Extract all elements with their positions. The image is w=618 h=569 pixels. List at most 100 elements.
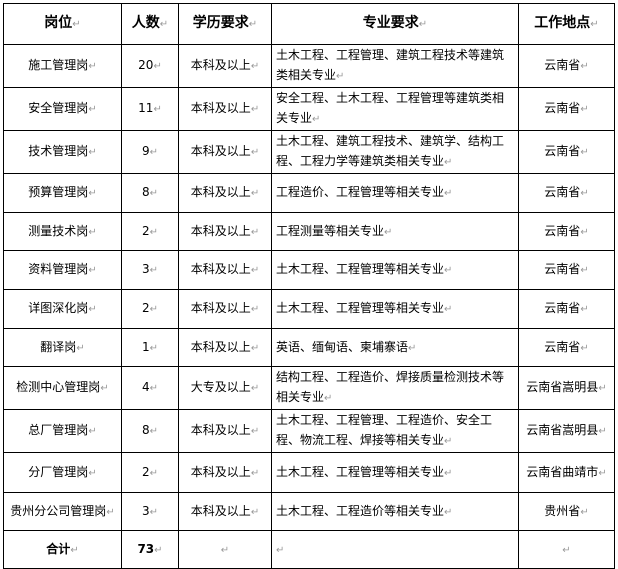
cell-education: 本科及以上 (178, 130, 272, 174)
cell-location: 云南省嵩明县 (518, 409, 615, 453)
position-text: 贵州分公司管理岗 (10, 503, 107, 518)
count-text: 2 (141, 223, 150, 238)
major-text: 土木工程、工程管理等相关专业 (276, 301, 445, 315)
cell-major: 土木工程、建筑工程技术、建筑学、结构工程、工程力学等建筑类相关专业 (271, 130, 519, 174)
table-row: 安全管理岗 11 本科及以上 安全工程、土木工程、工程管理等建筑类相关专业 云南省 (3, 87, 615, 131)
location-text: 贵州省 (544, 503, 581, 518)
cell-count: 11 (121, 87, 179, 131)
position-text: 详图深化岗 (28, 301, 89, 315)
major-text: 安全工程、土木工程、工程管理等建筑类相关专业 (276, 91, 505, 125)
cell-major: 土木工程、工程管理等相关专业 (271, 250, 519, 290)
cell-count: 3 (121, 250, 179, 290)
location-text: 云南省 (544, 101, 581, 115)
cell-position: 贵州分公司管理岗 (3, 492, 122, 531)
major-text: 结构工程、工程造价、焊接质量检测技术等相关专业 (276, 370, 505, 404)
cell-count: 20 (121, 44, 179, 88)
major-text: 英语、缅甸语、柬埔寨语 (276, 339, 409, 354)
table-row: 施工管理岗 20 本科及以上 土木工程、工程管理、建筑工程技术等建筑类相关专业 云南省 (3, 44, 615, 88)
header-education: 学历要求 (178, 3, 272, 45)
education-text: 大专及以上 (190, 380, 251, 394)
header-text: 专业要求 (362, 15, 419, 31)
cell-major: 土木工程、工程管理、建筑工程技术等建筑类相关专业 (271, 44, 519, 88)
education-text: 本科及以上 (190, 58, 251, 72)
position-text: 安全管理岗 (28, 101, 89, 115)
cell-position: 安全管理岗 (3, 87, 122, 131)
location-text: 云南省 (544, 301, 581, 315)
location-text: 云南省 (544, 262, 581, 276)
cell-education: 本科及以上 (178, 250, 272, 290)
cell-location: 云南省 (518, 44, 615, 88)
cell-location: 云南省 (518, 250, 615, 290)
cell-position: 检测中心管理岗 (3, 366, 122, 410)
position-text: 技术管理岗 (28, 144, 89, 158)
cell-education: 本科及以上 (178, 44, 272, 88)
cell-education: 大专及以上 (178, 366, 272, 410)
cell-education: 本科及以上 (178, 87, 272, 131)
recruitment-table: 岗位 人数 学历要求 专业要求 工作地点 施工管理岗20本科及以上土木工程、工程… (3, 3, 615, 569)
total-education (178, 530, 272, 569)
education-text: 本科及以上 (190, 503, 251, 518)
education-text: 本科及以上 (190, 223, 251, 238)
location-text: 云南省 (544, 144, 581, 158)
table-row: 资料管理岗 3 本科及以上 土木工程、工程管理等相关专业 云南省 (3, 250, 615, 290)
cell-count: 1 (121, 328, 179, 367)
cell-count: 3 (121, 492, 179, 531)
cell-education: 本科及以上 (178, 492, 272, 531)
education-text: 本科及以上 (190, 423, 251, 437)
cell-major: 土木工程、工程造价等相关专业 (271, 492, 519, 531)
position-text: 翻译岗 (40, 339, 77, 354)
cell-education: 本科及以上 (178, 409, 272, 453)
count-text: 3 (141, 503, 150, 518)
table-row: 总厂管理岗 8 本科及以上 土木工程、工程管理、工程造价、安全工程、物流工程、焊接等相… (3, 409, 615, 453)
header-location: 工作地点 (518, 3, 615, 45)
header-text: 工作地点 (534, 15, 591, 31)
location-text: 云南省 (544, 185, 581, 199)
location-text: 云南省嵩明县 (526, 423, 599, 437)
major-text: 土木工程、建筑工程技术、建筑学、结构工程、工程力学等建筑类相关专业 (276, 134, 505, 168)
count-text: 8 (141, 423, 150, 437)
major-text: 工程造价、工程管理等相关专业 (276, 185, 445, 199)
position-text: 施工管理岗 (28, 58, 89, 72)
header-major: 专业要求 (271, 3, 519, 45)
cell-education: 本科及以上 (178, 289, 272, 329)
table-header-row: 岗位 人数 学历要求 专业要求 工作地点 (3, 3, 615, 45)
cell-major: 土木工程、工程管理等相关专业 (271, 452, 519, 493)
table-row: 翻译岗 1 本科及以上 英语、缅甸语、柬埔寨语 云南省 (3, 328, 615, 367)
cell-position: 详图深化岗 (3, 289, 122, 329)
cell-position: 总厂管理岗 (3, 409, 122, 453)
table-row: 技术管理岗 9 本科及以上 土木工程、建筑工程技术、建筑学、结构工程、工程力学等建筑类… (3, 130, 615, 174)
header-text: 学历要求 (192, 15, 249, 31)
major-text: 土木工程、工程造价等相关专业 (276, 503, 445, 518)
total-label-text: 合计 (46, 541, 71, 556)
cell-location: 贵州省 (518, 492, 615, 531)
position-text: 预算管理岗 (28, 185, 89, 199)
count-text: 11 (138, 101, 154, 115)
cell-education: 本科及以上 (178, 212, 272, 251)
education-text: 本科及以上 (190, 101, 251, 115)
cell-major: 工程造价、工程管理等相关专业 (271, 173, 519, 213)
cell-major: 英语、缅甸语、柬埔寨语 (271, 328, 519, 367)
total-major (271, 530, 519, 569)
count-text: 20 (138, 58, 154, 72)
cell-location: 云南省 (518, 87, 615, 131)
count-text: 3 (141, 262, 150, 276)
major-text: 土木工程、工程管理等相关专业 (276, 464, 445, 479)
cell-count: 2 (121, 452, 179, 493)
cell-position: 翻译岗 (3, 328, 122, 367)
location-text: 云南省嵩明县 (526, 380, 599, 394)
location-text: 云南省 (544, 58, 581, 72)
cell-location: 云南省 (518, 328, 615, 367)
education-text: 本科及以上 (190, 464, 251, 479)
cell-count: 2 (121, 212, 179, 251)
header-count: 人数 (121, 3, 179, 45)
major-text: 土木工程、工程管理、工程造价、安全工程、物流工程、焊接等相关专业 (276, 413, 493, 447)
cell-position: 技术管理岗 (3, 130, 122, 174)
total-row: 合计 73 (3, 530, 615, 569)
location-text: 云南省 (544, 339, 581, 354)
cell-location: 云南省 (518, 289, 615, 329)
count-text: 9 (141, 144, 150, 158)
table-row: 分厂管理岗 2 本科及以上 土木工程、工程管理等相关专业 云南省曲靖市 (3, 452, 615, 493)
cell-major: 工程测量等相关专业 (271, 212, 519, 251)
total-label: 合计 (3, 530, 122, 569)
cell-location: 云南省 (518, 130, 615, 174)
